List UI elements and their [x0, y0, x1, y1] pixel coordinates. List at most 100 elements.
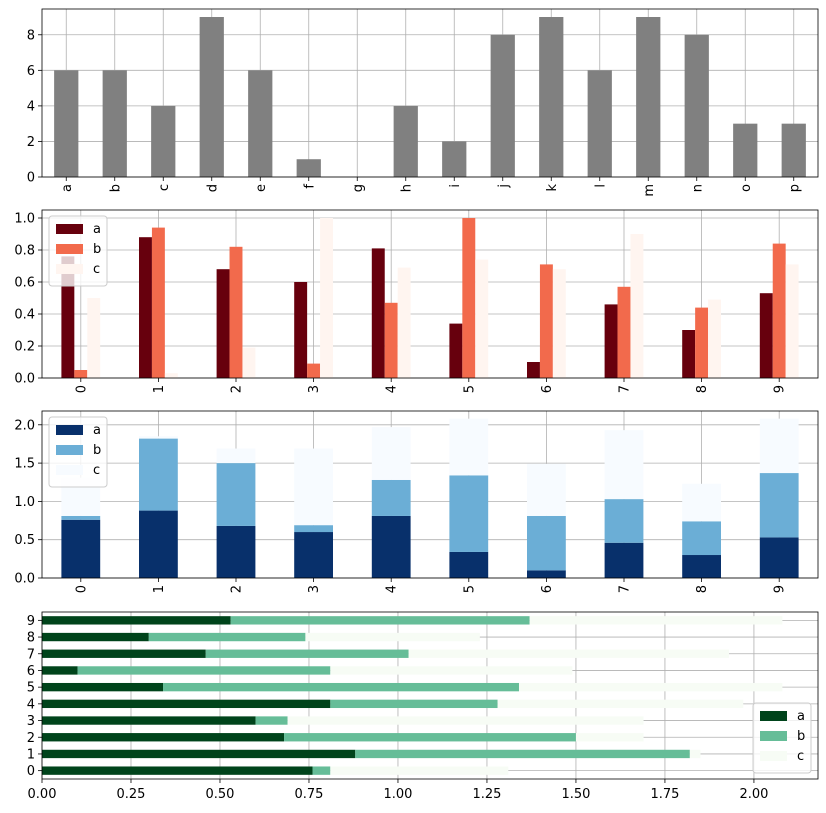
bar-a-2	[216, 269, 230, 378]
xtick-label-3: 3	[307, 585, 322, 593]
ytick-label-9: 9	[27, 614, 35, 629]
chart-panel-letters: 0 2 4 6 8 a b c d e f g h i j k l m n o p	[27, 8, 819, 197]
bar-h	[393, 105, 418, 177]
legend-label-b: b	[93, 443, 101, 458]
ytick-label: 0	[27, 171, 35, 186]
bar-b-2	[216, 463, 256, 526]
chart-panel-grouped: 0.0 0.2 0.4 0.6 0.8 1.0 0 1 2 3 4 5 6 7 8 9 abc	[14, 209, 819, 393]
axes-frame	[41, 410, 819, 579]
bar-c-3	[294, 448, 333, 526]
ytick-label: 0.0	[14, 372, 35, 387]
bar-a-8	[42, 632, 149, 642]
bar-c-8	[682, 483, 721, 522]
bar-a-7	[604, 304, 618, 378]
bar-a-4	[371, 515, 411, 578]
bar-o	[733, 123, 758, 177]
ytick-label: 4	[27, 99, 35, 114]
bar-c-6	[527, 463, 566, 516]
bar-a-4	[42, 699, 331, 709]
ytick-label-4: 4	[27, 697, 35, 712]
axes-frame	[41, 8, 819, 178]
bar-a-5	[449, 551, 489, 578]
bar-a-4	[371, 248, 385, 378]
bar-b-7	[205, 649, 409, 658]
bar-e	[248, 70, 273, 177]
xtick-label-h: h	[399, 184, 414, 192]
bar-b-5	[163, 682, 519, 692]
bar-b-2	[284, 733, 576, 742]
bar-b-8	[682, 521, 721, 556]
bar-b-7	[604, 499, 644, 543]
bar-l	[587, 70, 612, 177]
bar-a-1	[139, 237, 152, 378]
bar-b-2	[229, 246, 243, 378]
legend-label-b: b	[93, 242, 101, 257]
xtick-label-6: 6	[540, 585, 555, 593]
xtick-label: 0.50	[206, 787, 235, 802]
bar-b-9	[772, 243, 786, 378]
bar-c-5	[475, 259, 489, 378]
bar-b-8	[148, 632, 306, 642]
bar-c-7	[408, 649, 730, 658]
ytick-label: 1.5	[14, 457, 35, 472]
ytick-label-2: 2	[27, 731, 35, 746]
bar-a-9	[759, 293, 773, 378]
xtick-label-0: 0	[74, 585, 89, 593]
legend-swatch-b	[56, 244, 83, 254]
bar-a-0	[61, 519, 101, 578]
xtick-label-l: l	[593, 184, 608, 188]
xtick-label-c: c	[157, 184, 172, 191]
xtick-label-1: 1	[152, 585, 167, 593]
xtick-label-2: 2	[230, 585, 245, 593]
xtick-label: 2.00	[739, 787, 768, 802]
bar-j	[490, 34, 515, 178]
bar-b-3	[307, 363, 321, 378]
xtick-label-k: k	[545, 184, 560, 192]
xtick-label-g: g	[351, 184, 366, 192]
ytick-label: 0.8	[14, 244, 35, 259]
ytick-label: 1.0	[14, 212, 35, 227]
bar-a-9	[42, 616, 231, 625]
legend-swatch-a	[56, 224, 83, 234]
bar-b-9	[759, 473, 799, 538]
xtick-label-5: 5	[462, 585, 477, 593]
bar-c-9	[529, 616, 783, 625]
axes-frame	[41, 611, 819, 780]
legend-label-a: a	[93, 222, 101, 237]
ytick-label: 1.0	[14, 495, 35, 510]
bar-c-0	[87, 298, 101, 378]
bar-f	[296, 159, 321, 177]
bar-b-8	[695, 307, 709, 378]
bar-a-0	[61, 256, 75, 378]
bar-b-1	[355, 749, 690, 759]
bar-b-6	[77, 666, 331, 675]
bar-c-6	[552, 269, 566, 378]
bar-k	[539, 17, 564, 177]
bar-a-5	[449, 323, 463, 378]
xtick-label-b: b	[108, 184, 123, 192]
bar-c	[151, 105, 176, 177]
legend-label-c: c	[93, 463, 100, 478]
axes-frame	[41, 209, 819, 379]
bar-b-5	[449, 475, 489, 552]
bar-i	[442, 141, 467, 177]
ytick-label: 0.6	[14, 276, 35, 291]
xtick-label-p: p	[787, 184, 802, 192]
bar-c-0	[330, 766, 509, 775]
bar-c-4	[497, 699, 744, 709]
bar-c-4	[371, 427, 411, 480]
bar-b-6	[527, 515, 566, 571]
bar-a-5	[42, 682, 164, 692]
xtick-label-o: o	[739, 184, 754, 192]
xtick-label-i: i	[448, 184, 463, 188]
bar-b-0	[74, 370, 88, 378]
xtick-label-f: f	[302, 184, 317, 189]
xtick-label-6: 6	[540, 385, 555, 393]
ytick-label-8: 8	[27, 631, 35, 646]
xtick-label-5: 5	[462, 385, 477, 393]
bar-b-4	[371, 479, 411, 516]
xtick-label-2: 2	[230, 385, 245, 393]
bar-b-1	[151, 227, 165, 378]
legend-swatch-c	[760, 751, 787, 761]
legend-label-b: b	[797, 729, 805, 744]
